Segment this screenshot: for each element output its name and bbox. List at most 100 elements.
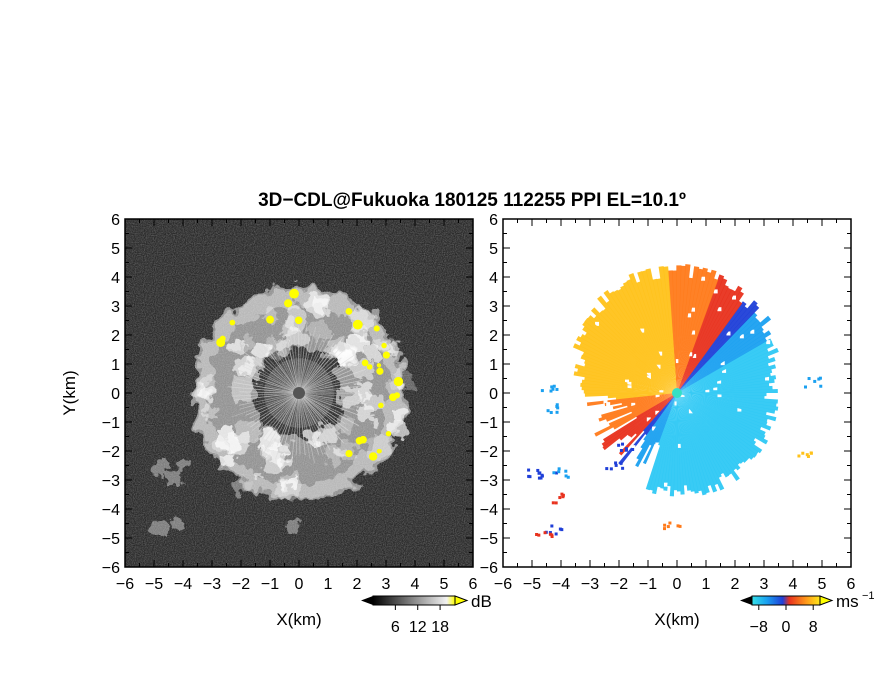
radial-streak xyxy=(231,392,300,418)
echo-blob xyxy=(305,428,323,446)
radial-streak xyxy=(231,392,300,397)
velocity-sector xyxy=(587,315,677,393)
velocity-sector xyxy=(581,386,677,393)
radial-streak xyxy=(298,392,333,446)
radial-streak xyxy=(245,363,300,394)
y-tick-label: −6 xyxy=(102,560,120,577)
velocity-gap xyxy=(713,386,718,391)
radial-streak xyxy=(298,342,335,394)
colorbar-unit-exponent: −1 xyxy=(862,590,875,602)
reflectivity-ylabel: Y(km) xyxy=(60,370,79,415)
velocity-outlier xyxy=(554,471,558,475)
velocity-outlier xyxy=(621,442,625,446)
velocity-sector xyxy=(677,393,757,445)
velocity-outlier xyxy=(554,501,558,505)
velocity-sector xyxy=(599,310,677,393)
velocity-sector xyxy=(677,393,767,416)
velocity-outlier xyxy=(549,389,553,393)
velocity-sector xyxy=(677,315,772,393)
velocity-sector xyxy=(642,393,677,465)
radial-streak xyxy=(254,392,300,442)
velocity-outlier xyxy=(624,448,628,452)
high-reflectivity-spot xyxy=(361,359,369,367)
x-tick-label: 2 xyxy=(353,576,362,593)
radial-streak xyxy=(248,360,300,394)
velocity-outlier xyxy=(537,476,541,480)
velocity-outlier xyxy=(551,387,555,391)
colorbar-unit: ms xyxy=(836,592,859,611)
echo-blob xyxy=(211,438,225,452)
velocity-sector xyxy=(660,393,677,489)
radial-streak xyxy=(298,392,320,455)
x-tick-label: 1 xyxy=(702,576,711,593)
velocity-sector xyxy=(627,393,677,437)
echo-blob xyxy=(275,340,291,356)
high-reflectivity-spot xyxy=(355,436,364,445)
velocity-sector xyxy=(608,393,677,427)
velocity-sector xyxy=(677,393,779,411)
velocity-sector xyxy=(677,278,719,393)
y-tick-label: 3 xyxy=(111,299,120,316)
velocity-outlier xyxy=(614,463,618,467)
echo-outlier xyxy=(232,477,250,495)
velocity-sector xyxy=(622,281,677,393)
velocity-sector xyxy=(631,393,677,414)
velocity-sector xyxy=(582,321,677,393)
y-tick-label: 0 xyxy=(111,386,120,403)
velocity-gap xyxy=(713,289,718,294)
y-tick-label: −1 xyxy=(102,415,120,432)
velocity-gap xyxy=(655,410,660,415)
velocity-sector xyxy=(663,393,677,491)
echo-outlier xyxy=(285,518,302,535)
velocity-outlier xyxy=(560,492,564,496)
velocity-outlier xyxy=(614,461,618,465)
velocity-gap xyxy=(631,402,636,407)
high-reflectivity-spot xyxy=(376,448,382,454)
echo-blob xyxy=(243,337,255,349)
velocity-sector xyxy=(677,393,777,422)
velocity-sector xyxy=(677,393,756,441)
radial-streak xyxy=(234,392,300,401)
velocity-colorbar: −8 0 8 ms −1 xyxy=(740,590,875,636)
velocity-sector xyxy=(677,393,766,440)
echo-outlier xyxy=(177,460,189,471)
velocity-gap xyxy=(659,390,664,395)
y-tick-label: −3 xyxy=(480,473,498,490)
echo-blob xyxy=(356,401,374,420)
velocity-outlier xyxy=(557,467,561,471)
radial-streak xyxy=(298,392,363,417)
velocity-gap xyxy=(674,401,679,406)
echo-blob xyxy=(287,478,298,489)
y-tick-label: −6 xyxy=(480,560,498,577)
velocity-outlier xyxy=(550,535,554,539)
velocity-outlier xyxy=(817,377,821,381)
radial-streak xyxy=(298,392,356,421)
x-tick-label: −3 xyxy=(203,576,221,593)
velocity-sector xyxy=(677,301,747,393)
colorbar-under-arrow xyxy=(740,596,752,605)
velocity-sector xyxy=(667,393,677,487)
echo-blob xyxy=(395,406,408,420)
velocity-sector xyxy=(594,393,677,437)
velocity-outlier xyxy=(561,495,565,499)
velocity-outlier xyxy=(663,527,667,531)
velocity-gap xyxy=(688,409,693,414)
velocity-sector xyxy=(677,267,708,393)
velocity-outlier xyxy=(668,521,672,525)
radial-streak xyxy=(281,338,300,394)
radial-streak xyxy=(298,392,346,433)
radial-streak xyxy=(298,392,340,435)
velocity-sector xyxy=(677,316,758,393)
velocity-sector xyxy=(677,393,763,454)
radial-streak xyxy=(298,392,346,425)
radial-streak xyxy=(298,359,363,394)
radial-streak xyxy=(238,392,300,406)
high-reflectivity-spot xyxy=(378,402,384,409)
radial-streak xyxy=(265,392,300,441)
y-tick-label: −2 xyxy=(102,444,120,461)
velocity-axes: −6 −5 −4 −3 −2 −1 0 1 2 3 4 5 6 6 5 4 3 2 1 0 −1 −2 −3 −4 −5 −6 xyxy=(480,212,856,593)
velocity-gap xyxy=(732,295,737,300)
radial-streak xyxy=(298,339,323,394)
radial-streak xyxy=(298,336,328,394)
x-tick-label: −1 xyxy=(261,576,279,593)
